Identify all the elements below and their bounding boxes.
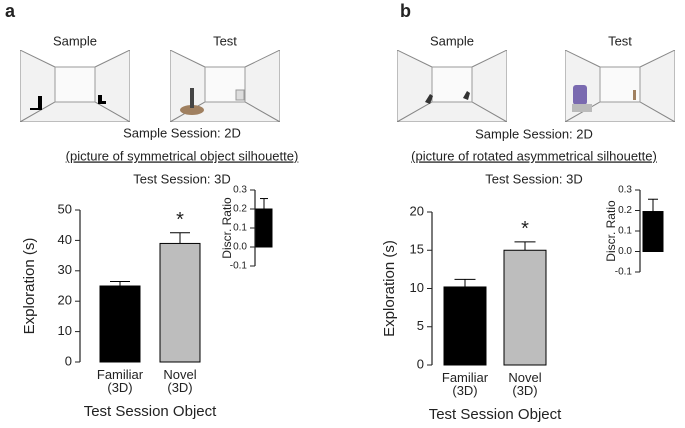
arena-drawing: [20, 50, 130, 122]
error-bar: [170, 232, 190, 244]
object-picture: [30, 96, 42, 110]
y-tick-label: 10: [58, 323, 72, 338]
x-tick-label: Familiar (3D): [442, 370, 489, 398]
y-tick-label: 0.2: [233, 204, 247, 215]
y-tick-label: 0.0: [233, 242, 247, 253]
y-axis-label: Discr. Ratio: [220, 197, 234, 259]
session-line: Test Session: 3D: [485, 171, 583, 186]
y-axis-label: Exploration (s): [381, 240, 398, 337]
object-3d: [180, 105, 204, 115]
bar: [159, 242, 201, 363]
object-picture: [633, 90, 636, 100]
error-bar: [110, 280, 130, 286]
x-tick-label: Familiar (3D): [97, 367, 144, 395]
y-tick-label: 0.3: [618, 185, 632, 196]
object-picture: [235, 89, 245, 101]
y-axis-label: Discr. Ratio: [604, 200, 618, 262]
panel-label: b: [400, 1, 411, 21]
y-tick-label: 0.1: [618, 226, 632, 237]
y-tick-label: 5: [417, 318, 424, 333]
object-3d: [190, 88, 194, 108]
object-3d: [573, 85, 587, 105]
session-line: (picture of rotated asymmetrical silhoue…: [411, 148, 657, 163]
session-line: (picture of symmetrical object silhouett…: [66, 148, 299, 163]
session-line: Test Session: 3D: [133, 171, 231, 186]
y-tick-label: 20: [410, 203, 424, 218]
y-tick-label: 15: [410, 242, 424, 257]
y-tick-label: 10: [410, 280, 424, 295]
x-axis-label: Test Session Object: [429, 406, 562, 423]
y-tick-label: 0.3: [233, 185, 247, 196]
bar: [99, 285, 141, 363]
panel-label: a: [5, 1, 16, 21]
object-3d: [572, 104, 592, 112]
significance-mark: *: [176, 209, 184, 231]
sample-label: Sample: [430, 33, 474, 48]
test-label: Test: [608, 33, 632, 48]
y-tick-label: 30: [58, 262, 72, 277]
object-picture: [425, 94, 433, 104]
y-tick-label: 50: [58, 201, 72, 216]
error-bar: [454, 278, 476, 287]
bar: [642, 211, 664, 252]
bar: [255, 208, 273, 248]
significance-mark: *: [521, 218, 529, 240]
x-axis-label: Test Session Object: [84, 403, 217, 420]
object-picture: [463, 91, 470, 100]
x-tick-label: Novel (3D): [508, 370, 541, 398]
session-line: Sample Session: 2D: [123, 125, 241, 140]
error-bar: [514, 241, 536, 251]
y-axis-label: Exploration (s): [21, 238, 38, 335]
x-tick-label: Novel (3D): [163, 367, 196, 395]
error-bar: [260, 198, 268, 209]
bar: [503, 249, 547, 366]
bar: [443, 286, 487, 366]
arena-drawing: [397, 50, 507, 122]
test-label: Test: [213, 33, 237, 48]
y-tick-label: 0: [65, 353, 72, 368]
y-tick-label: 0: [417, 356, 424, 371]
y-tick-label: 0.1: [233, 223, 247, 234]
sample-label: Sample: [53, 33, 97, 48]
session-line: Sample Session: 2D: [475, 126, 593, 141]
y-tick-label: -0.1: [230, 261, 248, 272]
y-tick-label: -0.1: [615, 267, 633, 278]
y-tick-label: 0.0: [618, 246, 632, 257]
object-picture: [98, 95, 106, 104]
y-tick-label: 0.2: [618, 205, 632, 216]
error-bar: [648, 198, 658, 212]
y-tick-label: 20: [58, 293, 72, 308]
y-tick-label: 40: [58, 232, 72, 247]
